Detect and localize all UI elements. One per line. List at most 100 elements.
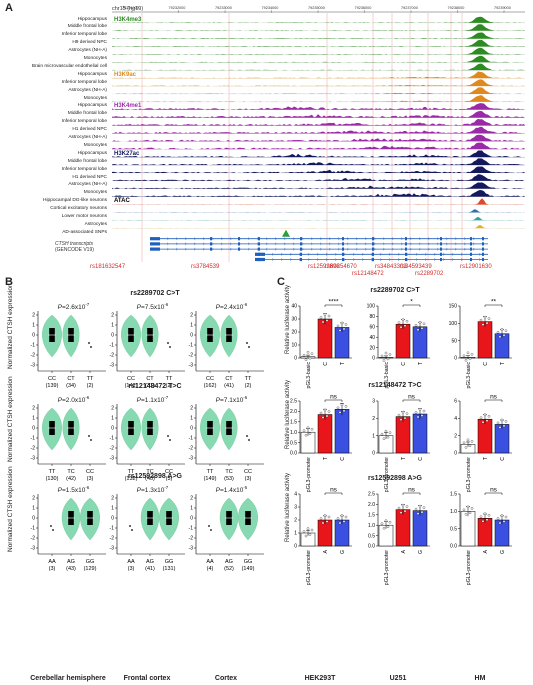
exon — [405, 242, 407, 246]
bar — [412, 510, 428, 547]
data-point — [405, 319, 409, 323]
signal-track — [112, 190, 525, 197]
exon — [440, 247, 442, 251]
strand-arrow — [247, 247, 250, 251]
strand-arrow — [361, 252, 364, 256]
x-tick-label: A — [483, 549, 489, 553]
y-tick-label: 2.5 — [290, 399, 297, 405]
track-label: Inferior temporal lobe — [61, 79, 107, 85]
coord-label: 79235000 — [308, 6, 325, 10]
dot — [248, 439, 250, 441]
y-tick-label: -2 — [110, 353, 115, 359]
strand-arrow — [211, 237, 214, 241]
dot — [88, 435, 90, 437]
data-point — [321, 416, 325, 419]
data-point — [468, 357, 472, 361]
mark-label: H3K4me1 — [114, 103, 142, 110]
data-point — [470, 440, 474, 443]
data-point — [466, 505, 470, 509]
strand-arrow — [355, 247, 358, 251]
y-tick-label: 0 — [32, 516, 35, 522]
strand-arrow — [400, 247, 403, 251]
strand-arrow — [292, 242, 295, 246]
y-tick-label: 2 — [32, 313, 35, 319]
dot — [169, 346, 171, 348]
strand-arrow — [211, 247, 214, 251]
track-label: Lower motor neurons — [61, 214, 107, 219]
data-point — [420, 327, 424, 330]
y-tick-label: -3 — [110, 456, 115, 462]
strand-arrow — [346, 247, 349, 251]
x-tick-label: C — [401, 362, 407, 366]
x-tick-label: pGL3-promoter — [384, 550, 390, 585]
dot — [131, 529, 133, 531]
genotype-label: TT — [166, 376, 173, 382]
data-point — [342, 327, 346, 331]
sample-count: (41) — [145, 566, 155, 572]
exon — [258, 247, 260, 251]
snp-label: rs181632547 — [90, 264, 126, 270]
y-tick-label: -1 — [189, 436, 194, 442]
locus-label: chr15 (hg19) — [112, 6, 144, 12]
data-point — [380, 522, 384, 525]
y-tick-label: 1.5 — [368, 513, 375, 519]
y-tick-label: 2 — [32, 496, 35, 502]
exon — [482, 237, 484, 241]
strand-arrow — [427, 247, 430, 251]
coord-label: 79236000 — [354, 6, 372, 10]
strand-arrow — [364, 247, 367, 251]
strand-arrow — [211, 242, 214, 246]
data-point — [485, 518, 489, 522]
data-point — [403, 324, 407, 327]
strand-arrow — [478, 252, 481, 256]
panel-b-letter: B — [5, 276, 13, 288]
data-point — [386, 525, 390, 528]
y-tick-label: -3 — [31, 546, 36, 552]
data-point — [418, 321, 422, 324]
strand-arrow — [442, 258, 445, 261]
data-point — [304, 358, 308, 361]
y-tick-label: 3 — [372, 399, 375, 405]
violin-plot: 2 1 0 -1 -2 -3 TT(132) TC(40) CC(3) — [110, 404, 185, 482]
strand-arrow — [166, 242, 169, 246]
y-tick-label: 2 — [190, 406, 193, 412]
snp-label: rs2289702 — [415, 271, 444, 277]
data-point — [422, 506, 426, 509]
strand-arrow — [445, 237, 448, 241]
sample-count: (3) — [245, 476, 252, 482]
strand-arrow — [307, 252, 310, 256]
strand-arrow — [325, 252, 328, 256]
data-point — [485, 321, 489, 325]
strand-arrow — [310, 242, 313, 246]
snp-label: rs12148472 — [352, 271, 384, 277]
dot — [246, 435, 248, 437]
strand-arrow — [472, 237, 475, 241]
x-tick-label: T — [418, 361, 424, 365]
sample-count: (3) — [128, 566, 135, 572]
dot — [50, 525, 52, 527]
bar — [334, 409, 350, 454]
strand-arrow — [382, 247, 385, 251]
strand-arrow — [280, 258, 283, 261]
y-tick-label: -1 — [31, 343, 36, 349]
data-point — [310, 352, 314, 355]
strand-arrow — [433, 252, 436, 256]
sample-count: (3) — [166, 476, 173, 482]
strand-arrow — [202, 242, 205, 246]
strand-arrow — [463, 242, 466, 246]
snp-track-label: AD-associated SNPs — [62, 229, 107, 235]
x-tick-label: G — [418, 550, 424, 554]
data-point — [397, 413, 401, 417]
track-label: Monocytes — [83, 190, 107, 196]
data-point — [483, 315, 487, 319]
data-point — [325, 520, 329, 523]
exon — [482, 257, 484, 262]
data-point — [498, 521, 502, 525]
y-tick-label: -1 — [31, 436, 36, 442]
data-point — [462, 508, 466, 512]
y-tick-label: -3 — [189, 546, 194, 552]
data-point — [382, 359, 386, 362]
strand-arrow — [301, 242, 304, 246]
coord-label: 79239000 — [494, 6, 511, 10]
data-point — [323, 514, 327, 517]
